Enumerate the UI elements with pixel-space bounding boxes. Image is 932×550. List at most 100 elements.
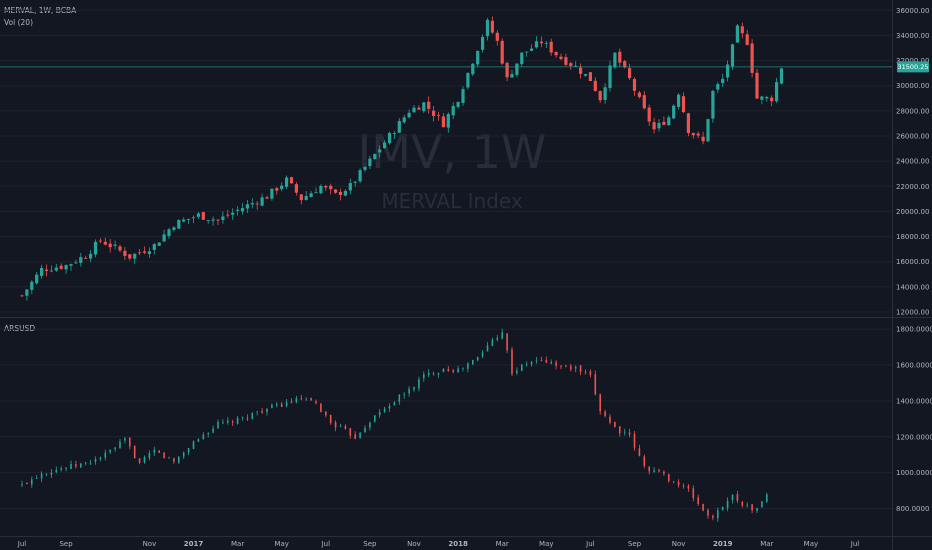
arsusd-candle-body <box>251 412 254 419</box>
merval-candle-body <box>593 80 597 91</box>
merval-candle-body <box>334 189 338 193</box>
merval-candle-body <box>564 57 568 65</box>
merval-candle-body <box>711 90 715 119</box>
merval-candle-body <box>446 114 450 128</box>
merval-candle-body <box>520 52 524 65</box>
arsusd-candle-body <box>658 469 660 472</box>
merval-candle-body <box>123 250 127 256</box>
arsusd-candle-body <box>65 467 67 469</box>
arsusd-candle-body <box>589 371 592 376</box>
arsusd-candle-body <box>423 374 425 379</box>
arsusd-candle-body <box>565 365 567 367</box>
merval-candle-body <box>20 295 24 297</box>
arsusd-candle-body <box>697 497 699 504</box>
arsusd-candle-body <box>506 333 508 351</box>
merval-candle-body <box>417 107 421 110</box>
arsusd-candle-body <box>40 473 43 479</box>
arsusd-candle-body <box>712 515 714 518</box>
merval-candle-body <box>422 102 426 112</box>
merval-candle-body <box>368 158 372 167</box>
arsusd-candle-body <box>496 337 499 340</box>
arsusd-candle-body <box>682 485 685 487</box>
merval-candle-body <box>681 96 686 113</box>
merval-candle-body <box>289 177 294 184</box>
merval-candle-body <box>138 252 142 254</box>
arsusd-candle-body <box>99 457 102 460</box>
top-price-axis[interactable]: 36000.00 34000.00 32000.00 30000.00 28000.00… <box>896 7 929 317</box>
merval-y-tick-label: 30000.00 <box>896 82 929 90</box>
bottom-price-axis[interactable]: 1800.0000 1600.0000 1400.0000 1200.0000 1000… <box>896 326 932 513</box>
arsusd-candle-body <box>579 365 582 372</box>
arsusd-candle-body <box>138 458 141 463</box>
arsusd-candle-body <box>736 494 739 501</box>
arsusd-candle-body <box>202 434 205 440</box>
arsusd-candle-body <box>241 417 244 418</box>
merval-y-tick-label: 22000.00 <box>896 183 929 191</box>
arsusd-candle-body <box>614 422 616 428</box>
x-tick-label: Nov <box>672 540 686 548</box>
merval-candle-body <box>500 40 504 64</box>
merval-candle-body <box>236 209 240 211</box>
merval-candle-body <box>760 96 764 100</box>
arsusd-candle-body <box>80 463 82 468</box>
arsusd-candle-body <box>525 364 528 365</box>
merval-candle-body <box>59 265 63 269</box>
arsusd-y-tick-label: 800.0000 <box>896 505 929 513</box>
merval-candle-body <box>54 267 58 271</box>
arsusd-candle-body <box>143 456 146 463</box>
arsusd-candle-body <box>383 408 386 412</box>
merval-candle-body <box>49 270 53 272</box>
x-tick-label: Jul <box>17 540 27 548</box>
merval-candle-body <box>608 65 612 88</box>
x-tick-label: Sep <box>59 540 73 548</box>
merval-candle-body <box>505 62 509 78</box>
merval-candle-body <box>250 203 254 205</box>
arsusd-candle-body <box>109 449 111 453</box>
arsusd-candle-body <box>501 332 503 339</box>
time-axis[interactable]: Jul Sep Nov 2017 Mar May Jul Sep Nov 2018 Mar May Ju… <box>17 540 860 548</box>
merval-candle-body <box>427 101 431 109</box>
merval-candle-body <box>618 51 622 63</box>
arsusd-candle-body <box>178 456 180 463</box>
arsusd-candles <box>21 328 768 522</box>
arsusd-candle-body <box>413 387 415 390</box>
arsusd-candle-body <box>560 366 562 368</box>
merval-candle-body <box>25 289 29 296</box>
volume-indicator-label[interactable]: Vol (20) <box>4 18 33 27</box>
merval-candle-body <box>588 72 592 82</box>
arsusd-candle-body <box>707 509 709 516</box>
merval-candle-body <box>363 166 367 170</box>
merval-candle-body <box>735 25 739 43</box>
merval-candle-body <box>461 89 465 103</box>
arsusd-candle-body <box>731 494 734 501</box>
merval-candle-body <box>304 196 308 200</box>
merval-candle-body <box>642 95 646 109</box>
merval-candle-body <box>432 110 436 116</box>
arsusd-candle-body <box>50 472 53 475</box>
merval-candle-body <box>79 257 83 263</box>
merval-candle-body <box>515 63 519 75</box>
lower-pane-title[interactable]: ARSUSD <box>4 324 35 333</box>
arsusd-candle-body <box>129 437 131 447</box>
merval-candle-body <box>314 192 318 194</box>
merval-candle-body <box>510 74 514 78</box>
arsusd-candle-body <box>481 352 484 357</box>
arsusd-candle-body <box>516 370 518 373</box>
arsusd-candle-body <box>124 438 126 441</box>
arsusd-candle-body <box>182 452 185 457</box>
merval-candle-body <box>74 262 78 264</box>
arsusd-candle-body <box>648 466 650 472</box>
arsusd-candle-body <box>320 403 322 413</box>
arsusd-candle-body <box>721 507 724 511</box>
arsusd-candle-body <box>628 432 631 435</box>
merval-y-tick-label: 14000.00 <box>896 283 929 291</box>
merval-candle-body <box>378 149 382 153</box>
x-tick-label: 2017 <box>184 540 204 548</box>
merval-candle-body <box>583 74 588 76</box>
arsusd-candle-body <box>94 458 97 462</box>
arsusd-candle-body <box>609 416 611 423</box>
arsusd-candle-body <box>604 411 606 417</box>
merval-candle-body <box>113 244 117 246</box>
arsusd-candle-body <box>290 401 293 404</box>
merval-candle-body <box>701 136 705 142</box>
